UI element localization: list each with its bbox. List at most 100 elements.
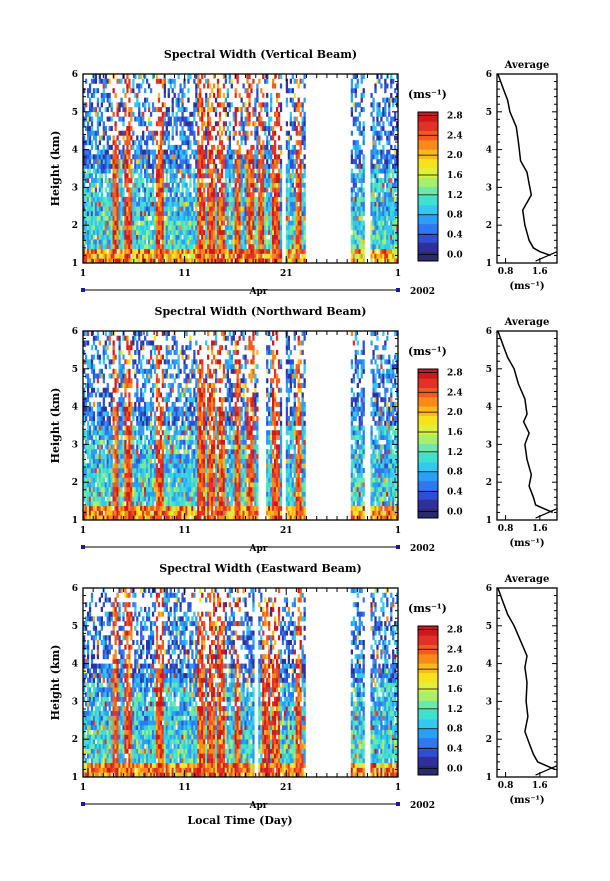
x-tick-label: 11 (178, 783, 191, 793)
colorbar-tick-label: 2.0 (447, 408, 463, 418)
colorbar-unit: (ms⁻¹) (408, 602, 447, 615)
colorbar-segment (418, 663, 438, 673)
average-x-tick-label: 0.8 (498, 524, 514, 534)
x-tick-label: 1 (395, 783, 401, 793)
x-tick-label: 21 (280, 269, 293, 279)
x-tick-label: 1 (80, 526, 86, 536)
heatmap-field (83, 331, 398, 520)
colorbar-segment (418, 112, 438, 122)
colorbar-segment (418, 252, 438, 262)
colorbar-segment (418, 159, 438, 169)
colorbar-tick-label: 2.4 (447, 388, 463, 398)
colorbar-tick-label: 0.8 (447, 211, 463, 221)
colorbar-tick-label: 2.8 (447, 625, 463, 635)
y-tick-label: 1 (72, 516, 78, 526)
average-y-tick-label: 4 (486, 403, 492, 413)
y-tick-label: 6 (72, 584, 78, 594)
colorbar-tick-label: 0.8 (447, 468, 463, 478)
average-x-label: (ms⁻¹) (509, 538, 544, 549)
average-y-tick-label: 3 (486, 697, 492, 707)
heatmap-field (83, 74, 398, 263)
x-tick-label: 21 (280, 526, 293, 536)
colorbar-segment (418, 499, 438, 509)
colorbar-segment (418, 196, 438, 206)
colorbar-tick-label: 2.4 (447, 131, 463, 141)
colorbar-tick-label: 2.8 (447, 111, 463, 121)
colorbar-tick-label: 2.8 (447, 368, 463, 378)
x-tick-label: 1 (395, 269, 401, 279)
month-bar-marker (396, 802, 400, 806)
panel-1: Spectral Width (Vertical Beam)123456Heig… (49, 48, 557, 297)
panel-2: Spectral Width (Northward Beam)123456Hei… (49, 305, 557, 554)
colorbar-segment (418, 369, 438, 379)
colorbar-segment (418, 673, 438, 683)
colorbar-segment (418, 416, 438, 426)
average-y-tick-label: 6 (486, 70, 492, 80)
colorbar-tick-label: 1.2 (447, 448, 463, 458)
month-label: Apr (248, 801, 267, 811)
y-axis-label: Height (km) (49, 388, 62, 464)
average-x-tick-label: 0.8 (498, 781, 514, 791)
colorbar-segment (418, 140, 438, 150)
average-y-tick-label: 1 (486, 259, 492, 269)
y-tick-label: 3 (72, 697, 78, 707)
average-y-tick-label: 4 (486, 660, 492, 670)
colorbar-tick-label: 1.6 (447, 171, 463, 181)
colorbar-segment (418, 406, 438, 416)
average-y-tick-label: 4 (486, 146, 492, 156)
colorbar-unit: (ms⁻¹) (408, 345, 447, 358)
colorbar-tick-label: 0.0 (447, 507, 463, 517)
y-tick-label: 2 (72, 735, 78, 745)
average-title: Average (504, 60, 550, 71)
panel-title: Spectral Width (Vertical Beam) (164, 48, 357, 61)
colorbar-segment (418, 756, 438, 766)
y-tick-label: 1 (72, 259, 78, 269)
month-bar-marker (396, 288, 400, 292)
average-x-label: (ms⁻¹) (509, 281, 544, 292)
average-y-tick-label: 2 (486, 221, 492, 231)
colorbar-tick-label: 0.4 (447, 488, 463, 498)
average-y-tick-label: 3 (486, 183, 492, 193)
average-y-tick-label: 6 (486, 584, 492, 594)
y-tick-label: 4 (72, 660, 78, 670)
average-y-tick-label: 2 (486, 478, 492, 488)
colorbar-tick-label: 0.4 (447, 231, 463, 241)
colorbar-segment (418, 168, 438, 178)
average-title: Average (504, 574, 550, 585)
colorbar-segment (418, 635, 438, 645)
average-x-tick-label: 1.6 (532, 781, 548, 791)
colorbar-tick-label: 2.4 (447, 645, 463, 655)
average-y-tick-label: 5 (486, 365, 492, 375)
colorbar-tick-label: 2.0 (447, 151, 463, 161)
year-label: 2002 (410, 801, 435, 811)
x-axis-label: Local Time (Day) (187, 814, 292, 827)
colorbar-tick-label: 0.0 (447, 250, 463, 260)
colorbar-segment (418, 654, 438, 664)
month-bar-marker (81, 545, 85, 549)
colorbar-segment (418, 462, 438, 472)
colorbar-unit: (ms⁻¹) (408, 88, 447, 101)
y-tick-label: 4 (72, 403, 78, 413)
colorbar-segment (418, 710, 438, 720)
colorbar-segment (418, 691, 438, 701)
y-tick-label: 6 (72, 70, 78, 80)
y-tick-label: 1 (72, 773, 78, 783)
panel-title: Spectral Width (Northward Beam) (155, 305, 367, 318)
heatmap-field (83, 588, 398, 777)
average-y-tick-label: 1 (486, 516, 492, 526)
y-tick-label: 3 (72, 183, 78, 193)
colorbar-segment (418, 224, 438, 234)
colorbar-segment (418, 434, 438, 444)
colorbar-segment (418, 453, 438, 463)
average-frame (497, 331, 557, 520)
y-tick-label: 5 (72, 365, 78, 375)
average-x-label: (ms⁻¹) (509, 795, 544, 806)
average-title: Average (504, 317, 550, 328)
x-tick-label: 1 (80, 269, 86, 279)
colorbar-segment (418, 738, 438, 748)
average-x-tick-label: 0.8 (498, 267, 514, 277)
colorbar-segment (418, 626, 438, 636)
